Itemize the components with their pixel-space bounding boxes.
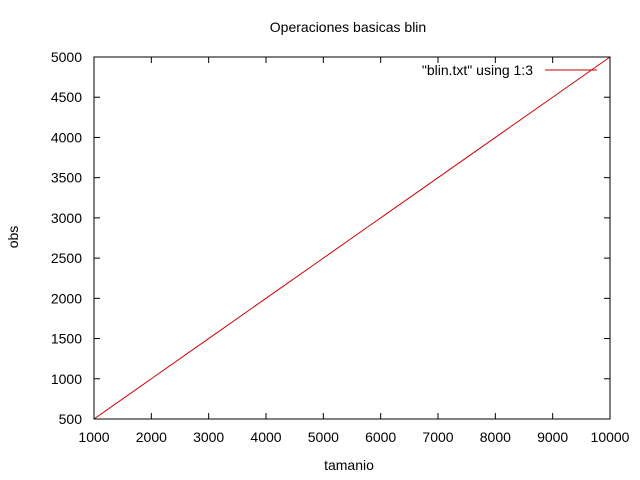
y-tick-label: 5000 (51, 49, 82, 65)
y-tick-label: 4500 (51, 89, 82, 105)
x-tick-label: 6000 (365, 429, 396, 445)
y-tick-label: 1000 (51, 371, 82, 387)
data-series (93, 56, 611, 420)
chart-title: Operaciones basicas blin (270, 19, 426, 35)
y-tick-label: 1500 (51, 331, 82, 347)
y-axis-title: obs (5, 226, 21, 249)
x-tick-label: 8000 (480, 429, 511, 445)
x-tick-label: 7000 (422, 429, 453, 445)
series-line (93, 56, 611, 420)
y-tick-label: 3500 (51, 170, 82, 186)
y-tick-label: 4000 (51, 129, 82, 145)
legend-label: "blin.txt" using 1:3 (422, 62, 533, 78)
x-tick-label: 5000 (308, 429, 339, 445)
x-tick-label: 4000 (250, 429, 281, 445)
x-tick-label: 9000 (537, 429, 568, 445)
y-tick-label: 2000 (51, 290, 82, 306)
x-tick-label: 1000 (78, 429, 109, 445)
y-tick-label: 3000 (51, 210, 82, 226)
tick-labels: 1000 2000 3000 4000 5000 6000 7000 8000 9000 1000… (51, 49, 630, 445)
x-tick-label: 10000 (591, 429, 630, 445)
x-tick-label: 2000 (136, 429, 167, 445)
plot-frame (93, 56, 611, 420)
y-tick-label: 500 (59, 411, 83, 427)
x-axis-title: tamanio (324, 457, 374, 473)
legend: "blin.txt" using 1:3 (422, 62, 597, 78)
x-tick-label: 3000 (193, 429, 224, 445)
y-tick-label: 2500 (51, 250, 82, 266)
